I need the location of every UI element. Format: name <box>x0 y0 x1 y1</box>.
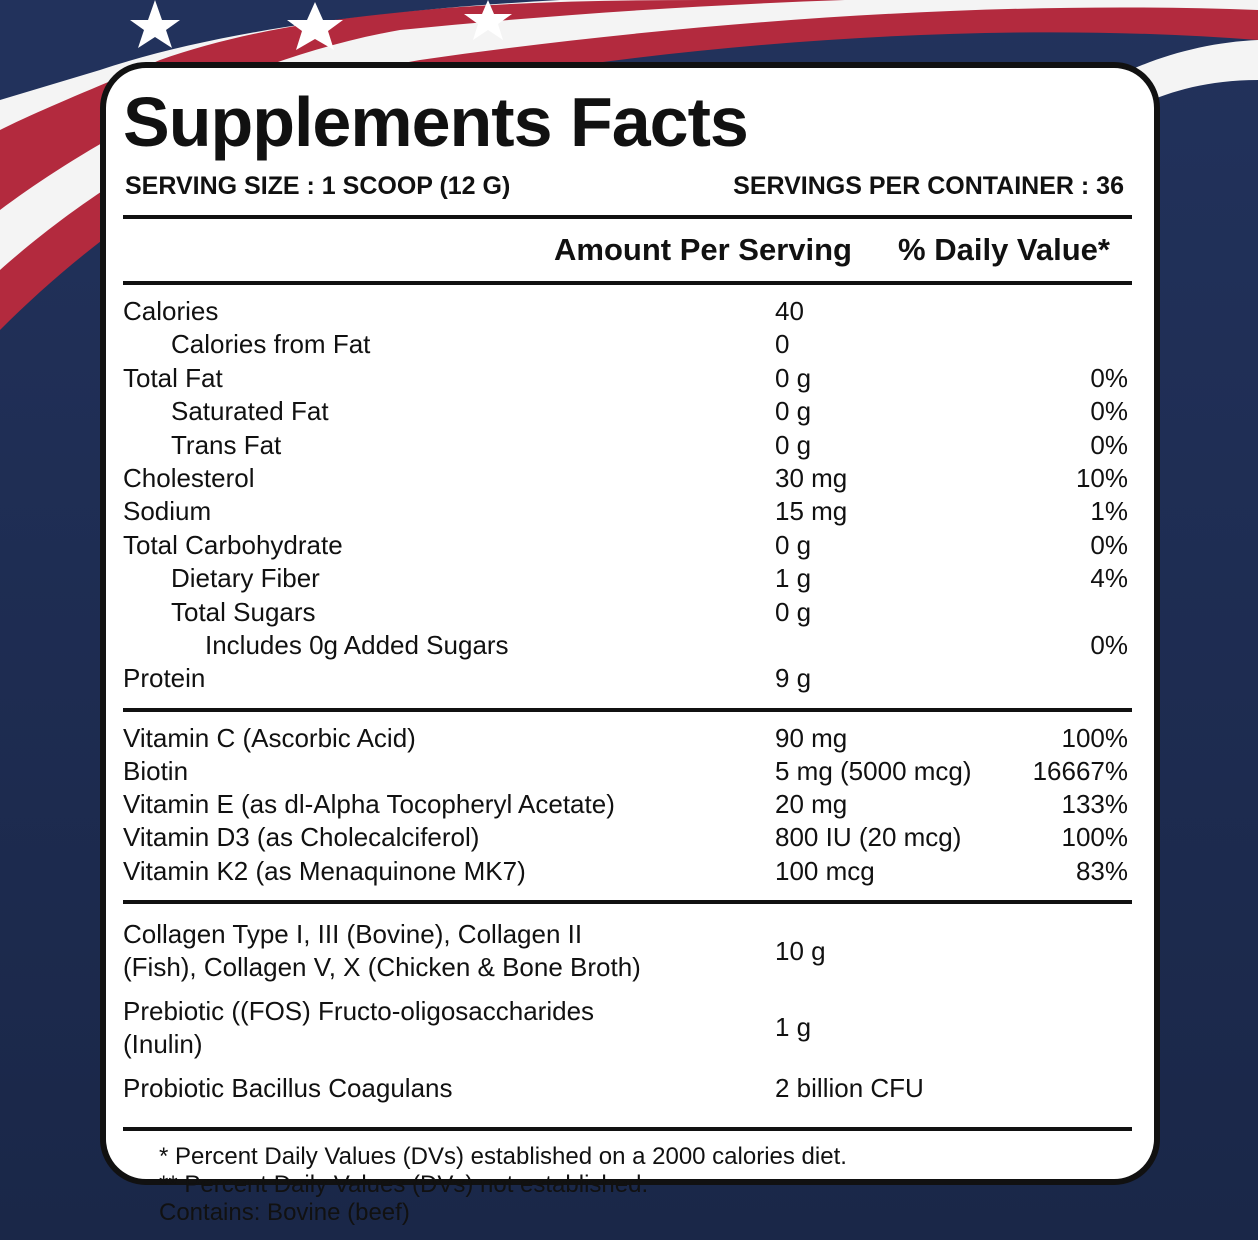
nutrient-row: Trans Fat 0 g 0% <box>123 429 1132 462</box>
amount: 30 mg <box>775 463 848 494</box>
sections: Calories 40 Calories from Fat 0 Total Fat 0 g… <box>123 281 1132 1127</box>
nutrient-name: Protein <box>123 663 206 694</box>
amount: 10 g <box>775 935 826 966</box>
amount: 5 mg (5000 mcg) <box>775 756 972 787</box>
daily-value-header: % Daily Value* <box>898 232 1110 267</box>
nutrient-row: Saturated Fat 0 g 0% <box>123 395 1132 428</box>
nutrient-row: Prebiotic ((FOS) Fructo-oligosaccharides… <box>123 995 1132 1062</box>
nutrient-name: Biotin <box>123 756 189 787</box>
nutrient-name: Total Sugars <box>171 596 316 627</box>
amount: 20 mg <box>775 789 848 820</box>
amount: 0 g <box>775 362 812 393</box>
nutrient-name: Dietary Fiber <box>171 563 320 594</box>
column-headers: Amount Per Serving % Daily Value* <box>123 215 1132 281</box>
nutrient-row: Vitamin C (Ascorbic Acid) 90 mg 100% <box>123 722 1132 755</box>
amount: 90 mg <box>775 722 848 753</box>
nutrient-name: Sodium <box>123 496 212 527</box>
footnotes: * Percent Daily Values (DVs) established… <box>123 1126 1132 1227</box>
daily-value: 83% <box>1075 855 1128 886</box>
daily-value: 1% <box>1090 496 1128 527</box>
nutrient-row: Vitamin K2 (as Menaquinone MK7) 100 mcg 83… <box>123 855 1132 888</box>
nutrient-row: Vitamin E (as dl-Alpha Tocopheryl Acetat… <box>123 788 1132 821</box>
nutrient-name: Probiotic Bacillus Coagulans <box>123 1072 453 1103</box>
amount: 0 g <box>775 429 812 460</box>
nutrient-row: Dietary Fiber 1 g 4% <box>123 562 1132 595</box>
serving-info: SERVING SIZE : 1 SCOOP (12 G) SERVINGS P… <box>123 162 1132 215</box>
amount: 800 IU (20 mcg) <box>775 822 962 853</box>
daily-value: 0% <box>1090 362 1128 393</box>
nutrient-name: Total Carbohydrate <box>123 529 343 560</box>
daily-value: 133% <box>1061 789 1129 820</box>
daily-value: 16667% <box>1032 756 1128 787</box>
nutrient-row: Sodium 15 mg 1% <box>123 495 1132 528</box>
section: Vitamin C (Ascorbic Acid) 90 mg 100% Biotin… <box>123 707 1132 900</box>
nutrient-name: Vitamin D3 (as Cholecalciferol) <box>123 822 480 853</box>
daily-value: 0% <box>1090 429 1128 460</box>
amount: 0 g <box>775 396 812 427</box>
amount: 2 billion CFU <box>775 1072 924 1103</box>
nutrient-row: Total Sugars 0 g <box>123 596 1132 629</box>
amount: 0 g <box>775 529 812 560</box>
nutrient-name: Calories <box>123 296 219 326</box>
title: Supplements Facts <box>123 83 749 161</box>
section: Calories 40 Calories from Fat 0 Total Fat 0 g… <box>123 281 1132 708</box>
daily-value: 0% <box>1090 630 1128 661</box>
nutrient-row: Probiotic Bacillus Coagulans 2 billion CF… <box>123 1072 1132 1105</box>
nutrient-name: Prebiotic ((FOS) Fructo-oligosaccharides… <box>123 995 595 1060</box>
nutrient-row: Total Carbohydrate 0 g 0% <box>123 529 1132 562</box>
amount: 100 mcg <box>775 855 875 886</box>
nutrient-name: Trans Fat <box>171 429 282 460</box>
nutrient-row: Cholesterol 30 mg 10% <box>123 462 1132 495</box>
daily-value: 100% <box>1061 822 1129 853</box>
section: Collagen Type I, III (Bovine), Collagen … <box>123 899 1132 1127</box>
servings-per-container: SERVINGS PER CONTAINER : 36 <box>733 172 1124 200</box>
footnote: Contains: Bovine (beef) <box>159 1198 410 1226</box>
nutrient-row: Calories 40 <box>123 295 1132 328</box>
nutrient-row: Collagen Type I, III (Bovine), Collagen … <box>123 918 1132 985</box>
nutrient-row: Protein 9 g <box>123 662 1132 695</box>
nutrient-row: Biotin 5 mg (5000 mcg) 16667% <box>123 755 1132 788</box>
nutrient-row: Total Fat 0 g 0% <box>123 362 1132 395</box>
amount: 0 g <box>775 596 812 627</box>
nutrient-row: Vitamin D3 (as Cholecalciferol) 800 IU (2… <box>123 821 1132 854</box>
amount: 1 g <box>775 563 812 594</box>
daily-value: 100% <box>1061 722 1129 753</box>
nutrient-name: Total Fat <box>123 362 223 393</box>
nutrient-row: Calories from Fat 0 <box>123 328 1132 361</box>
footnote: * Percent Daily Values (DVs) established… <box>159 1142 847 1170</box>
nutrient-name: Collagen Type I, III (Bovine), Collagen … <box>123 918 641 983</box>
amount-header: Amount Per Serving <box>554 232 852 267</box>
daily-value: 10% <box>1075 463 1128 494</box>
nutrient-name: Vitamin E (as dl-Alpha Tocopheryl Acetat… <box>123 789 615 820</box>
amount: 15 mg <box>775 496 848 527</box>
nutrient-name: Includes 0g Added Sugars <box>205 630 509 661</box>
daily-value: 0% <box>1090 396 1128 427</box>
nutrient-name: Cholesterol <box>123 463 255 494</box>
nutrient-name: Vitamin C (Ascorbic Acid) <box>123 722 416 753</box>
daily-value: 4% <box>1090 563 1128 594</box>
nutrient-row: Includes 0g Added Sugars 0% <box>123 629 1132 662</box>
serving-size: SERVING SIZE : 1 SCOOP (12 G) <box>125 172 511 200</box>
amount: 1 g <box>775 1012 812 1043</box>
footnote: ** Percent Daily Values (DVs) not establ… <box>159 1170 649 1198</box>
amount: 0 <box>775 329 790 360</box>
amount: 9 g <box>775 663 812 694</box>
amount: 40 <box>775 296 804 326</box>
facts-panel: Supplements Facts SERVING SIZE : 1 SCOOP… <box>100 62 1160 1226</box>
daily-value: 0% <box>1090 529 1128 560</box>
nutrient-name: Saturated Fat <box>171 396 329 427</box>
nutrient-name: Calories from Fat <box>171 329 371 360</box>
nutrient-name: Vitamin K2 (as Menaquinone MK7) <box>123 855 526 886</box>
